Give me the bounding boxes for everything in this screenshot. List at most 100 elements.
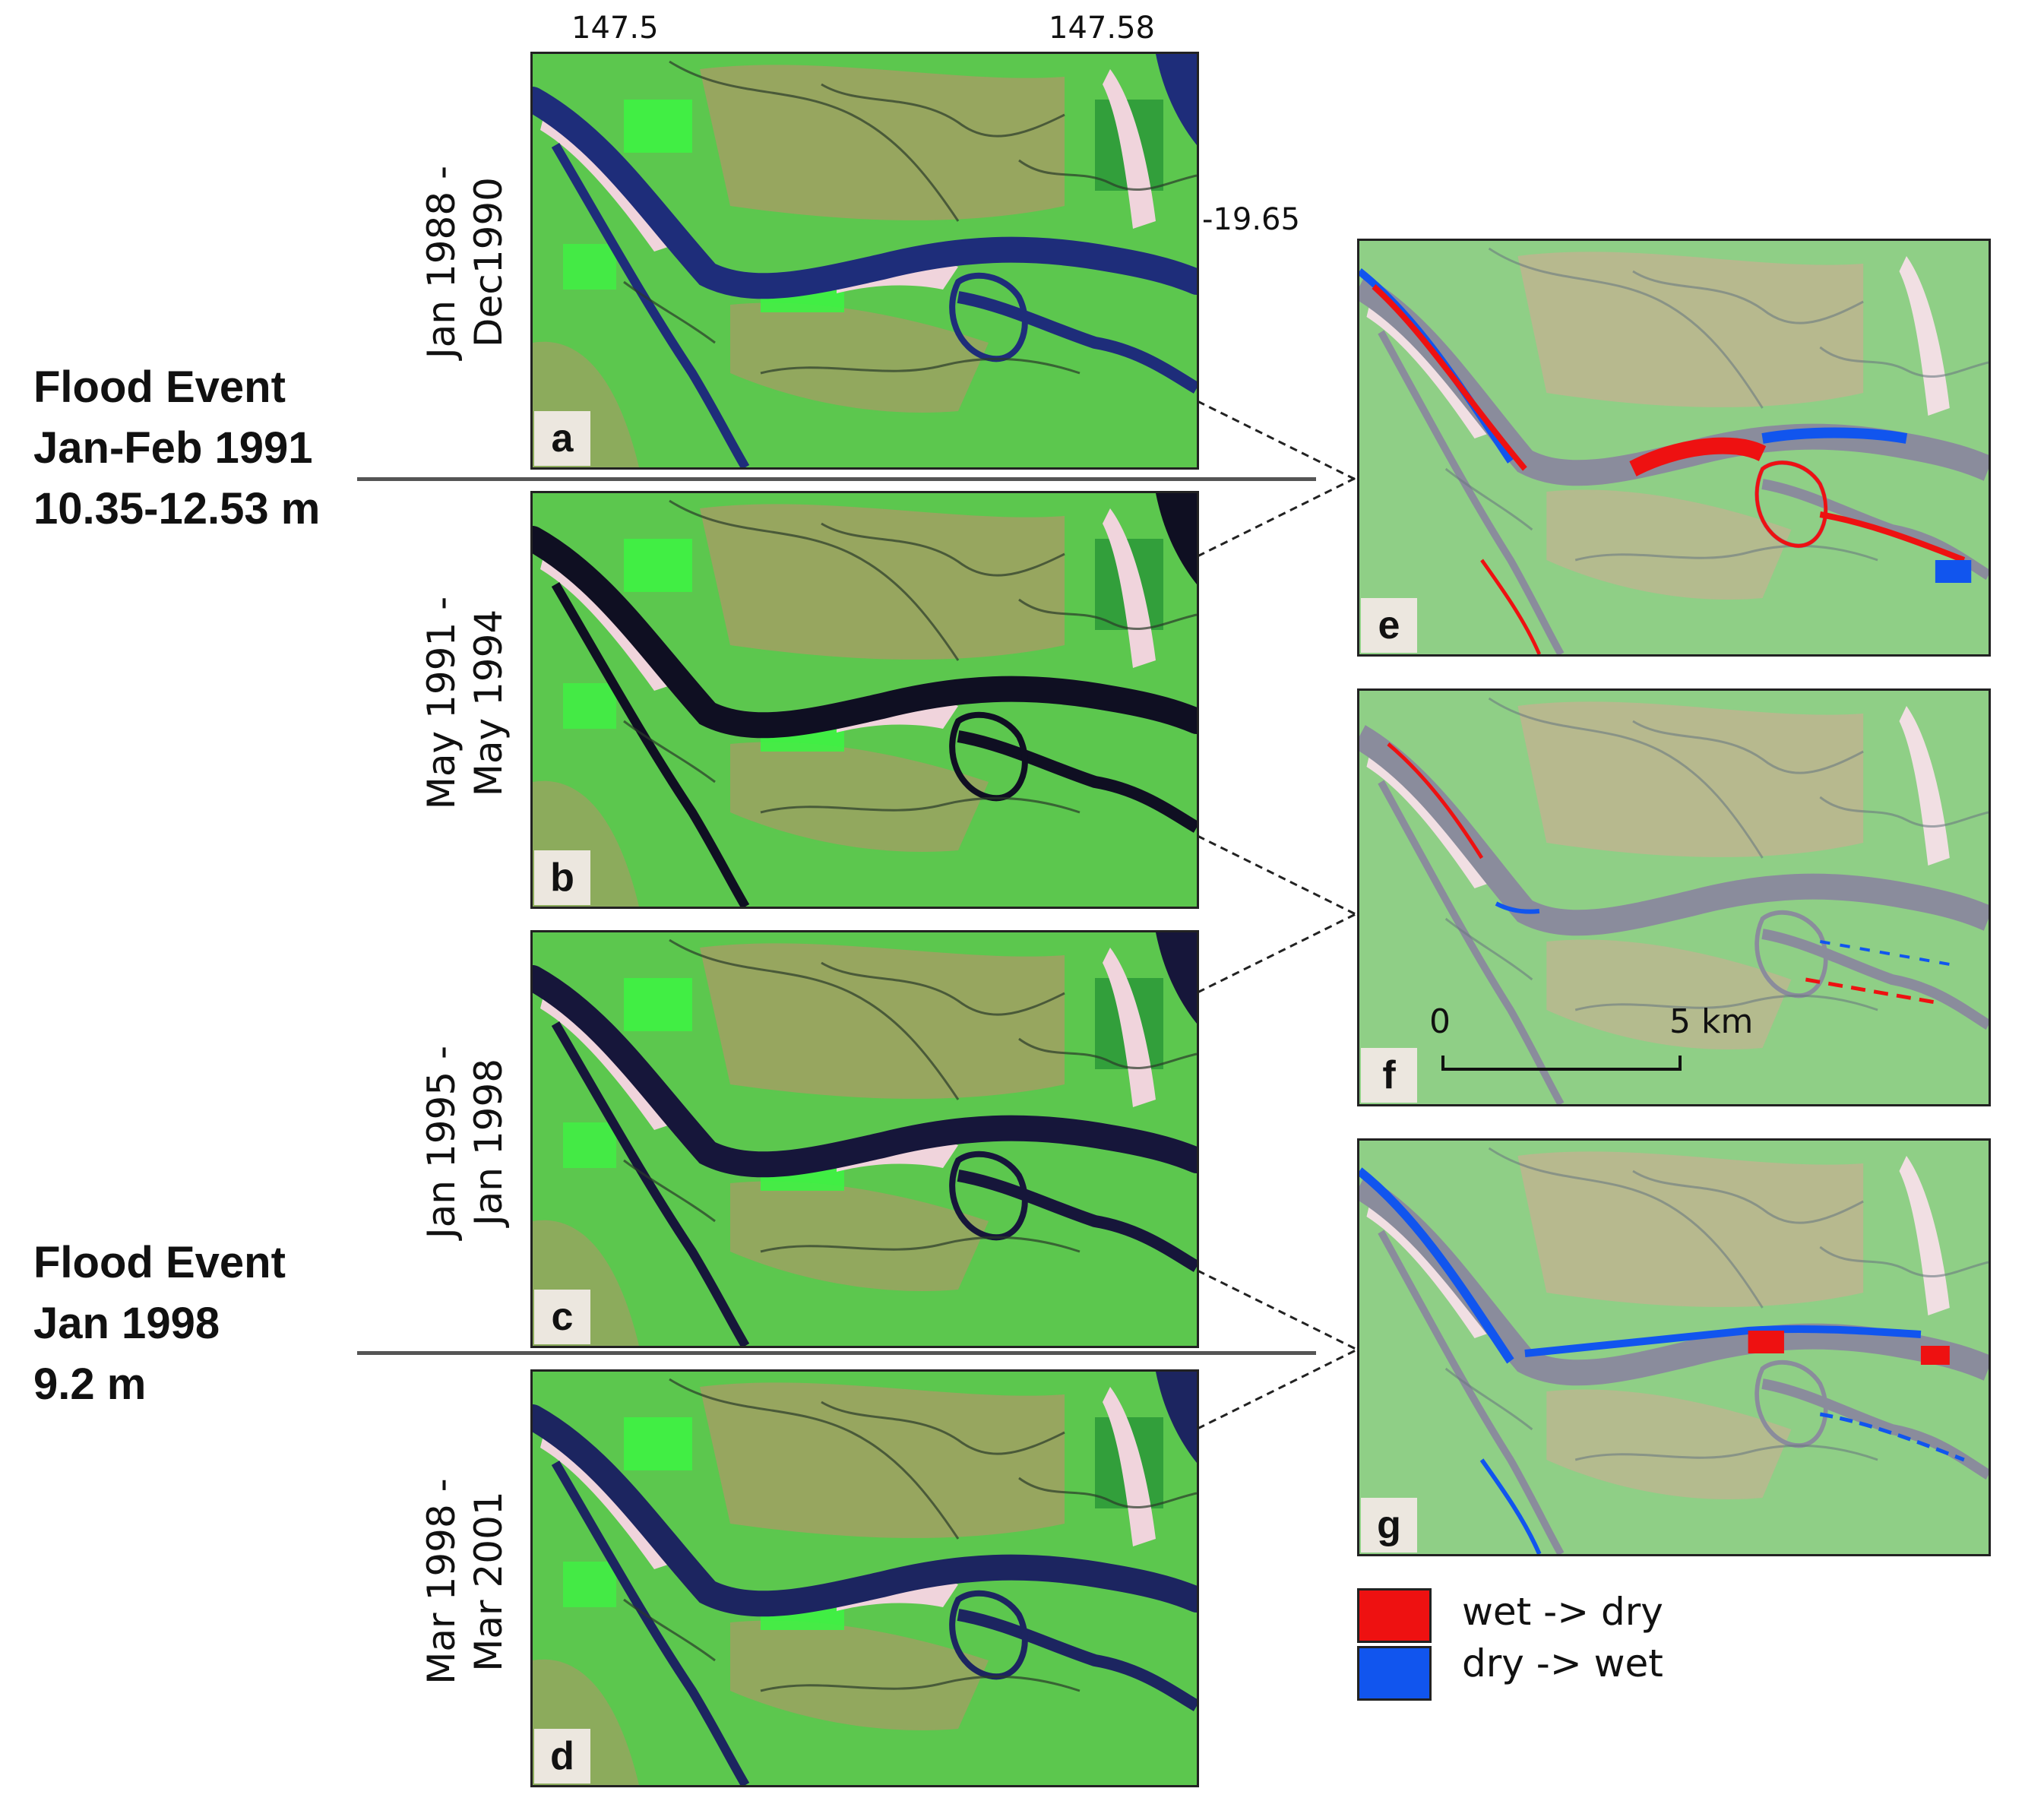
river-channel [533, 87, 1197, 299]
wet-to-dry-area [1754, 461, 1828, 548]
soil-patch [1517, 252, 1864, 407]
tributary [1444, 917, 1533, 981]
map-a [533, 54, 1197, 467]
legend-swatch-dry-to-wet [1357, 1646, 1432, 1701]
soil-patch [1546, 1389, 1792, 1499]
dry-to-wet-area [1479, 1458, 1542, 1554]
leader-a-e [1197, 400, 1358, 482]
tributary [669, 938, 960, 1100]
tributary [760, 357, 1081, 375]
scale-bar-start: 0 [1429, 1002, 1451, 1041]
river-loop [949, 1151, 1028, 1241]
river-mouth [1156, 932, 1197, 1024]
river-channel [551, 1021, 750, 1346]
river-loop [949, 1590, 1028, 1680]
scale-bar-tick-start [1441, 1056, 1444, 1071]
tributary [1574, 544, 1878, 562]
tributary [760, 1675, 1081, 1692]
wet-to-dry-area [1629, 437, 1767, 476]
panel-label-d: d [534, 1729, 590, 1784]
wet-to-dry-area [1805, 977, 1936, 1005]
wet-to-dry-area [1480, 559, 1541, 654]
flood-event-1998-title: Flood Event [33, 1238, 286, 1287]
tributary [1574, 1444, 1878, 1461]
tributary [1488, 1147, 1764, 1309]
soil-patch [1517, 701, 1864, 857]
soil-patch [700, 65, 1065, 220]
soil-patch [700, 943, 1065, 1099]
dry-to-wet-area [1524, 1325, 1922, 1357]
river-mouth [1156, 493, 1197, 584]
soil-patch [730, 1181, 989, 1291]
flood-event-1991-date: Jan-Feb 1991 [33, 423, 313, 473]
bright-field [563, 1122, 616, 1168]
bright-field [624, 1417, 692, 1470]
dry-to-wet-area [1359, 1167, 1514, 1364]
panel-label-g: g [1361, 1498, 1417, 1553]
tributary [669, 60, 960, 222]
bright-field [624, 100, 692, 153]
tributary [1632, 720, 1864, 774]
flood-event-1991-height: 10.35-12.53 m [33, 484, 321, 533]
flood-event-1998-height: 9.2 m [33, 1359, 147, 1409]
soil-patch [730, 1620, 989, 1730]
bright-field [563, 1562, 616, 1607]
map-d [533, 1372, 1197, 1785]
tributary [1819, 796, 1989, 828]
leader-d-g-top [1197, 1348, 1358, 1430]
legend-swatch-wet-to-dry [1357, 1588, 1432, 1643]
longitude-right-label: 147.58 [1049, 11, 1155, 46]
latitude-label: -19.65 [1202, 202, 1300, 237]
change-panel-g: g [1357, 1138, 1991, 1556]
flood-event-1991: Flood Event Jan-Feb 1991 10.35-12.53 m [33, 357, 320, 540]
river-loop [949, 711, 1028, 802]
satellite-panel-a: a [530, 52, 1199, 470]
wet-to-dry-area [1372, 283, 1527, 471]
dry-to-wet-area [1495, 901, 1540, 914]
change-panel-f: f 0 5 km [1357, 688, 1991, 1106]
tributary [1632, 270, 1864, 324]
tributary [669, 1378, 960, 1540]
soil-patch [700, 504, 1065, 660]
river-mouth [1156, 1372, 1197, 1463]
river-channel [551, 142, 750, 467]
river-channel [957, 291, 1197, 394]
tributary [1488, 247, 1764, 409]
dry-to-wet-area [1761, 427, 1908, 444]
flood-divider-1991 [357, 477, 1316, 481]
tributary [1488, 697, 1764, 859]
satellite-panel-c: c [530, 930, 1199, 1348]
dry-to-wet-area [1820, 940, 1951, 966]
river-channel [957, 1609, 1197, 1711]
bright-field [563, 244, 616, 290]
change-map-f [1359, 691, 1989, 1104]
wet-to-dry-area [1387, 742, 1484, 859]
tributary [1018, 159, 1197, 191]
tributary [760, 1236, 1081, 1253]
flood-event-1991-title: Flood Event [33, 362, 286, 412]
scale-bar-tick-end [1679, 1056, 1682, 1071]
tributary [669, 499, 960, 661]
panel-label-e: e [1361, 598, 1417, 653]
scale-bar-end: 5 km [1669, 1002, 1754, 1041]
tributary [1444, 467, 1533, 531]
dry-to-wet-area [1935, 560, 1972, 583]
flood-event-1998: Flood Event Jan 1998 9.2 m [33, 1233, 286, 1415]
river-loop [1754, 1359, 1828, 1448]
panel-label-f: f [1361, 1048, 1417, 1103]
river-channel [957, 1170, 1197, 1272]
longitude-left-label: 147.5 [571, 11, 659, 46]
legend-label-wet-to-dry: wet -> dry [1462, 1590, 1663, 1634]
river-channel [1359, 725, 1989, 936]
tributary [623, 720, 716, 783]
flood-divider-1998 [357, 1351, 1316, 1355]
river-loop [949, 272, 1028, 362]
soil-patch [730, 742, 989, 852]
tributary [1632, 1170, 1864, 1224]
tributary [1018, 1037, 1197, 1070]
river-channel [533, 965, 1197, 1178]
wet-to-dry-area [1920, 1346, 1950, 1365]
map-c [533, 932, 1197, 1346]
soil-patch [1546, 939, 1792, 1049]
